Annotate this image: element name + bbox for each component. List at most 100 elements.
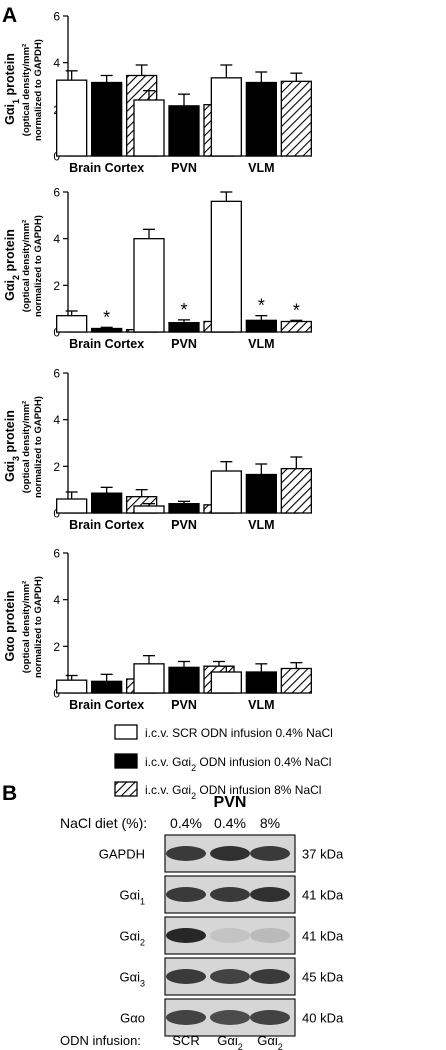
odn-value-subscript: 2 — [238, 1042, 243, 1050]
blot-row: Gαi3 45 kDa — [119, 957, 344, 996]
y-axis-title-subscript: 2 — [11, 275, 21, 280]
blot-row-kda: 37 kDa — [302, 847, 344, 862]
blot-row-label-main: Gαi — [119, 970, 140, 985]
legend-label-text: i.c.v. SCR ODN infusion 0.4% NaCl — [145, 726, 333, 740]
x-category-label: PVN — [171, 161, 197, 175]
y-axis-title: Gαi2 protein — [3, 229, 21, 301]
y-tick-label: 6 — [53, 367, 60, 381]
blot-row: Gαi1 41 kDa — [119, 875, 344, 914]
blot-band — [210, 1010, 250, 1025]
blot-band — [210, 969, 250, 984]
blot-band — [250, 928, 290, 943]
bar — [133, 99, 165, 157]
x-category-label: VLM — [248, 698, 274, 712]
blot-row-label-main: Gαi — [119, 888, 140, 903]
blot-band — [166, 887, 206, 902]
y-tick-label: 6 — [53, 186, 60, 200]
blot-row-label-main: Gαo — [120, 1011, 145, 1026]
odn-value: Gαi2 — [217, 1033, 243, 1050]
y-axis-unit-line2: normalized to GAPDH) — [33, 396, 44, 498]
blot-band — [250, 1010, 290, 1025]
odn-value-main: Gαi — [257, 1033, 278, 1048]
chart-4: Gαo protein (optical density/mm² normalize… — [3, 547, 312, 712]
y-axis-title-tail: protein — [3, 53, 17, 99]
legend-label-text: i.c.v. Gαi — [145, 755, 191, 769]
blot-band — [250, 887, 290, 902]
x-category-label: VLM — [248, 161, 274, 175]
diet-value: 0.4% — [214, 815, 246, 831]
blot-row-label: Gαi2 — [119, 929, 145, 948]
y-axis-unit-line2: normalized to GAPDH) — [33, 215, 44, 317]
chart-1: Gαi1 protein (optical density/mm² normaliz… — [3, 10, 312, 175]
legend-label-subscript: 2 — [191, 791, 196, 801]
legend-swatch — [114, 753, 138, 769]
x-category-label: PVN — [171, 698, 197, 712]
blot-row-label-subscript: 3 — [140, 979, 145, 989]
blot-row-label: GAPDH — [99, 847, 145, 862]
blot-row-kda: 45 kDa — [302, 970, 344, 985]
bar — [168, 666, 200, 694]
legend-label: i.c.v. Gαi2 ODN infusion 0.4% NaCl — [145, 755, 331, 773]
blot-band — [210, 887, 250, 902]
y-axis-unit-line1: (optical density/mm² — [21, 581, 32, 673]
y-axis-unit-line1: (optical density/mm² — [21, 220, 32, 312]
y-axis-title: Gαi1 protein — [3, 53, 21, 125]
blot-row-label: Gαi1 — [119, 888, 145, 907]
y-axis-title-tail: protein — [3, 410, 17, 456]
y-tick-label: 4 — [53, 593, 60, 607]
legend: i.c.v. SCR ODN infusion 0.4% NaCl i.c.v. … — [114, 724, 333, 801]
y-axis-unit-line1: (optical density/mm² — [21, 44, 32, 136]
panel-a-label: A — [2, 4, 17, 27]
x-category-label: PVN — [171, 337, 197, 351]
diet-label: NaCl diet (%): — [60, 815, 147, 831]
y-axis-title: Gαo protein — [3, 591, 17, 662]
blot-row: Gαo 40 kDa — [120, 998, 344, 1037]
y-axis-title-subscript: 3 — [11, 456, 21, 461]
significance-asterisk: * — [180, 300, 187, 320]
blot-row-label-main: GAPDH — [99, 847, 145, 862]
odn-value-main: Gαi — [217, 1033, 238, 1048]
y-tick-label: 4 — [53, 232, 60, 246]
blot-band — [250, 846, 290, 861]
legend-label: i.c.v. SCR ODN infusion 0.4% NaCl — [145, 726, 333, 740]
bar — [245, 81, 277, 157]
y-axis-title-main: Gαi — [3, 461, 17, 482]
blot-band — [250, 969, 290, 984]
x-category-label: PVN — [171, 518, 197, 532]
odn-value: SCR — [172, 1033, 199, 1048]
blot-band — [166, 846, 206, 861]
blot-row-label-main: Gαi — [119, 929, 140, 944]
blot-region-title: PVN — [214, 794, 247, 811]
y-axis-title-main: Gαi — [3, 104, 17, 125]
legend-swatch — [114, 724, 138, 740]
blot-band — [166, 928, 206, 943]
bar — [56, 79, 88, 157]
y-tick-label: 4 — [53, 413, 60, 427]
legend-label-tail: ODN infusion 8% NaCl — [196, 783, 321, 797]
bar — [280, 80, 312, 157]
y-tick-label: 4 — [53, 56, 60, 70]
x-category-label: Brain Cortex — [69, 337, 144, 351]
panel-b-label: B — [2, 782, 17, 805]
legend-label-subscript: 2 — [191, 763, 196, 773]
y-axis-title-tail: protein — [3, 229, 17, 275]
y-tick-label: 2 — [53, 640, 60, 654]
x-category-label: Brain Cortex — [69, 698, 144, 712]
odn-label: ODN infusion: — [60, 1033, 141, 1048]
blot-band — [210, 846, 250, 861]
y-tick-label: 2 — [53, 460, 60, 474]
legend-label-text: i.c.v. Gαi — [145, 783, 191, 797]
legend-label-tail: ODN infusion 0.4% NaCl — [196, 755, 331, 769]
blot-row: GAPDH 37 kDa — [99, 834, 344, 873]
bar — [280, 667, 312, 694]
bar — [280, 468, 312, 514]
blot-band — [210, 928, 250, 943]
x-category-label: VLM — [248, 518, 274, 532]
y-axis-unit-line2: normalized to GAPDH) — [33, 576, 44, 678]
legend-label: i.c.v. Gαi2 ODN infusion 8% NaCl — [145, 783, 321, 801]
blot-row-label-subscript: 2 — [140, 938, 145, 948]
odn-value-main: SCR — [172, 1033, 199, 1048]
